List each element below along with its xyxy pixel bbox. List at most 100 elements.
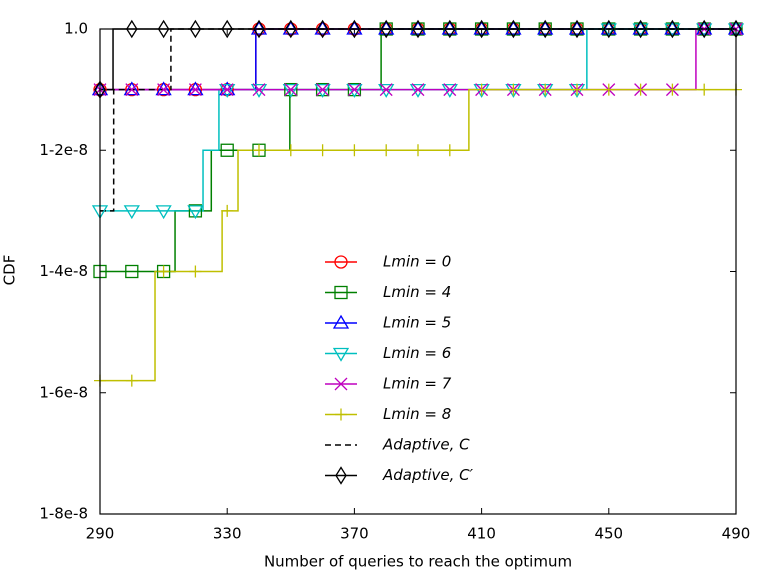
- x-tick-label: 490: [722, 525, 751, 543]
- marker: [539, 19, 551, 39]
- marker: [441, 20, 458, 35]
- marker: [250, 20, 268, 35]
- marker: [252, 83, 266, 97]
- x-tick-label: 410: [467, 525, 496, 543]
- marker: [379, 83, 393, 97]
- marker: [284, 144, 297, 157]
- marker: [282, 20, 299, 35]
- marker: [698, 19, 710, 39]
- marker: [411, 83, 425, 97]
- marker: [314, 20, 331, 35]
- marker: [409, 83, 427, 98]
- marker: [157, 19, 170, 39]
- marker: [380, 19, 392, 39]
- marker: [126, 19, 138, 39]
- marker: [603, 19, 615, 39]
- marker: [475, 19, 488, 39]
- marker: [634, 19, 647, 39]
- marker: [219, 81, 236, 96]
- marker: [253, 19, 265, 39]
- legend-label: Lmin = 8: [383, 405, 451, 423]
- x-tick-label: 370: [340, 525, 369, 543]
- marker: [316, 144, 329, 157]
- plot-frame: [99, 28, 737, 515]
- marker: [602, 83, 615, 96]
- legend-label: Adaptive, C′: [382, 466, 474, 484]
- x-axis-label: Number of queries to reach the optimum: [264, 553, 572, 571]
- marker: [409, 20, 427, 35]
- marker: [634, 83, 647, 96]
- marker: [316, 19, 329, 39]
- marker: [348, 144, 361, 157]
- marker: [507, 83, 520, 96]
- marker: [412, 19, 424, 39]
- marker: [380, 144, 393, 157]
- y-tick-label: 1-8e-8: [39, 505, 88, 523]
- marker: [316, 83, 330, 97]
- marker: [539, 83, 552, 96]
- legend-label: Lmin = 4: [383, 283, 451, 301]
- marker: [221, 204, 234, 217]
- marker: [189, 19, 202, 39]
- marker: [632, 23, 649, 38]
- marker: [221, 19, 233, 39]
- x-tick-label: 290: [86, 525, 115, 543]
- marker: [157, 265, 170, 278]
- legend-marker: [332, 314, 350, 329]
- legend-label: Lmin = 5: [383, 314, 451, 332]
- marker: [284, 83, 298, 97]
- marker: [473, 20, 490, 35]
- series-line: [100, 28, 736, 212]
- legend-marker: [335, 408, 347, 421]
- marker: [727, 23, 745, 38]
- marker: [444, 19, 456, 39]
- y-tick-label: 1.0: [64, 20, 88, 38]
- y-tick-label: 1-2e-8: [39, 141, 88, 159]
- marker: [157, 83, 171, 97]
- marker: [219, 83, 236, 98]
- marker: [412, 144, 424, 157]
- marker: [125, 374, 138, 387]
- x-tick-label: 330: [213, 525, 242, 543]
- marker: [220, 143, 234, 157]
- marker: [187, 205, 204, 220]
- marker: [698, 83, 711, 96]
- marker: [568, 20, 586, 35]
- series-line: [100, 28, 736, 212]
- legend-label: Lmin = 6: [383, 344, 451, 362]
- x-tick-label: 450: [594, 525, 623, 543]
- marker: [441, 83, 458, 98]
- y-tick-label: 1-4e-8: [39, 262, 88, 280]
- marker: [346, 83, 363, 98]
- legend-marker: [334, 377, 348, 391]
- series-line: [100, 88, 736, 382]
- marker: [282, 83, 299, 98]
- y-axis-label: CDF: [1, 255, 19, 286]
- legend-marker: [334, 285, 348, 300]
- marker: [125, 83, 139, 97]
- legend-marker: [335, 466, 347, 485]
- marker: [664, 23, 681, 38]
- marker: [507, 19, 520, 39]
- marker: [600, 20, 617, 35]
- marker: [155, 81, 172, 96]
- marker: [571, 19, 583, 39]
- marker: [696, 23, 713, 38]
- y-tick-label: 1-6e-8: [39, 383, 88, 401]
- marker: [346, 20, 363, 35]
- marker: [348, 19, 361, 39]
- marker: [666, 83, 679, 96]
- marker: [220, 83, 234, 97]
- legend-marker: [332, 347, 350, 362]
- marker: [571, 83, 583, 96]
- marker: [123, 205, 140, 220]
- marker: [314, 83, 331, 98]
- marker: [347, 83, 361, 97]
- marker: [250, 83, 268, 98]
- marker: [155, 205, 172, 220]
- marker: [378, 20, 395, 35]
- marker: [123, 81, 140, 96]
- marker: [253, 144, 265, 157]
- marker: [125, 264, 139, 279]
